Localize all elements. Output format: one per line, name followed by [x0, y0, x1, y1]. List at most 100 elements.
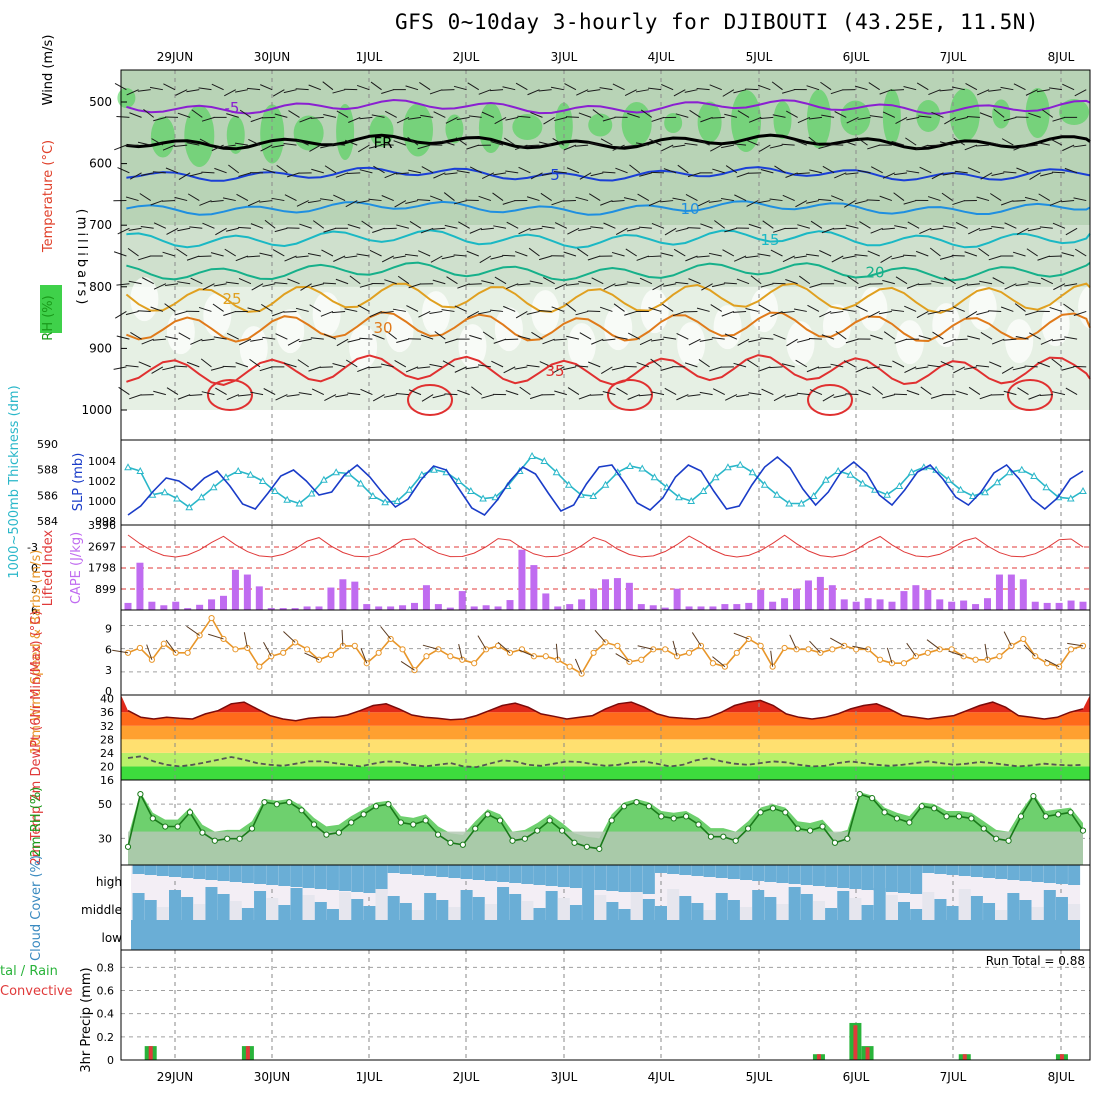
wind-barb: [421, 166, 434, 174]
wind-barb: [356, 253, 370, 257]
wind-barb: [587, 141, 601, 146]
temp-ytick-28: 28: [100, 733, 114, 746]
wind-barb: [283, 362, 297, 368]
rh2m-point: [769, 805, 777, 812]
wind-barb: [490, 89, 504, 92]
wind-barb: [773, 333, 786, 340]
wind-barb: [590, 226, 604, 229]
wind-barb: [140, 172, 154, 177]
cloud-low: [131, 920, 1080, 950]
wind-barb: [344, 308, 358, 312]
rh2m-point: [571, 839, 578, 846]
thickness-point: [246, 470, 255, 478]
rh2m-point: [794, 825, 801, 832]
wind-barb: [117, 227, 130, 235]
wind-barb: [201, 116, 215, 122]
wind-barb: [845, 224, 859, 229]
wind-barb: [697, 139, 710, 146]
cloud-mid-block: [326, 909, 339, 920]
rh2m-point: [807, 827, 814, 834]
wind-barb: [624, 310, 637, 316]
wind-barb: [481, 111, 495, 118]
temp-mask: [121, 695, 1090, 721]
wind-barb: [638, 394, 652, 397]
thickness-point: [711, 473, 720, 481]
wind-barb: [210, 200, 224, 203]
wind10m-point: [232, 646, 239, 653]
wind-barb: [457, 283, 470, 289]
wind-barb: [125, 144, 139, 147]
wind-barb: [785, 279, 798, 285]
wind-barb: [162, 251, 176, 257]
cape-bar: [697, 606, 705, 610]
wind-barb: [614, 336, 628, 340]
temp-ytick-24: 24: [100, 747, 114, 760]
slp-ytick-1004: 1004: [88, 455, 116, 468]
wind-barb: [554, 222, 568, 229]
wind-barb: [140, 225, 154, 229]
wind-barb: [964, 366, 977, 370]
wind-barb: [284, 255, 297, 262]
wind10m-point: [781, 644, 788, 652]
wind10m-point: [471, 660, 478, 667]
wind-barb: [627, 332, 640, 340]
wind-barb: [712, 388, 725, 396]
cloud-high-block: [460, 865, 473, 879]
wind-barb: [1053, 283, 1066, 291]
wind-barb: [454, 305, 467, 312]
wind-barb: [906, 116, 920, 121]
wind-barb: [943, 338, 956, 345]
wind-barb: [722, 89, 735, 97]
wind-barb: [626, 281, 640, 285]
wind-barb: [505, 283, 519, 290]
rh2m-point: [521, 835, 528, 842]
thickness-point: [858, 479, 867, 487]
wind-barb: [311, 168, 324, 174]
wind-barb: [199, 200, 212, 206]
wind-barb: [990, 193, 1002, 201]
wind-barb: [745, 88, 759, 91]
cape-bar: [852, 601, 860, 610]
thickness-point: [418, 470, 426, 478]
wind-barb: [481, 172, 495, 179]
wind-barb: [786, 338, 798, 347]
wind-barb: [830, 310, 844, 314]
date-bottom-2JUL: 2JUL: [453, 1070, 480, 1084]
wind-barb: [737, 338, 750, 346]
rh2m-point: [1079, 827, 1087, 834]
rh2m-point: [248, 825, 256, 832]
wind-barb: [517, 335, 531, 340]
wind-barb: [370, 81, 382, 91]
wind-barb: [1064, 336, 1078, 340]
wind-barb: [592, 109, 604, 118]
cloud-mid-block: [412, 910, 424, 920]
cloud-mid-block: [1043, 890, 1056, 920]
wind-barb: [746, 200, 759, 207]
cloud-mid-block: [472, 897, 485, 920]
wind-barb: [222, 144, 236, 148]
wind-barb: [588, 361, 601, 368]
wind-barb: [283, 310, 297, 313]
cloud-mid-block: [752, 890, 765, 920]
rh-low-fill: [128, 831, 1083, 865]
wind-barb: [1004, 222, 1017, 229]
wind-barb: [927, 196, 941, 202]
cloud-mid-block: [278, 905, 291, 920]
temp-band-16: [121, 766, 1090, 780]
wind-barb: [308, 366, 321, 372]
rh2m-point: [496, 817, 504, 824]
rh2m-point: [1017, 813, 1025, 820]
wind-barb: [130, 332, 142, 340]
wind-barb: [867, 310, 880, 318]
wind-barb: [165, 167, 179, 174]
wind-barb: [711, 337, 725, 340]
wind-barb-10m: [830, 637, 845, 647]
cloud-mid-block: [399, 903, 412, 920]
wind-barb: [906, 170, 920, 174]
wind-barb: [980, 332, 993, 340]
wind-barb: [384, 172, 397, 179]
wind-barb: [846, 116, 859, 124]
wind-barb: [372, 227, 385, 233]
wind-barb: [891, 140, 905, 146]
wind-barb: [880, 255, 893, 263]
